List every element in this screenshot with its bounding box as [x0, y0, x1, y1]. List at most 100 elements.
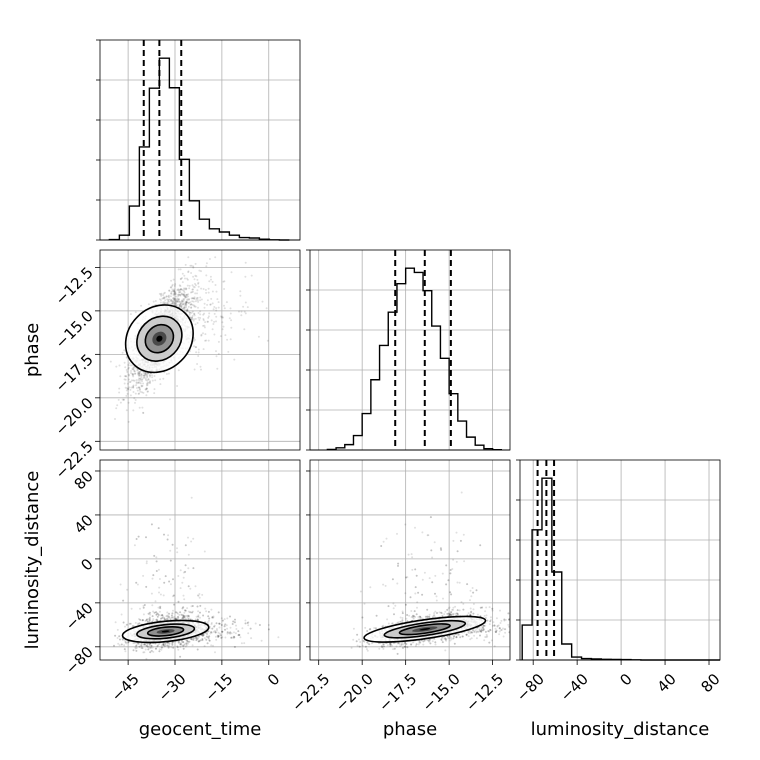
scatter-point — [177, 600, 180, 603]
scatter-point — [173, 302, 176, 304]
scatter-point — [164, 575, 167, 578]
scatter-point — [155, 556, 158, 559]
scatter-point — [232, 620, 235, 623]
scatter-point — [129, 364, 132, 367]
scatter-point — [113, 644, 115, 647]
scatter-point — [180, 288, 183, 291]
scatter-point — [207, 630, 210, 633]
scatter-point — [217, 635, 220, 638]
scatter-point — [234, 618, 236, 621]
scatter-point — [182, 647, 185, 650]
scatter-point — [177, 617, 179, 620]
scatter-point — [182, 641, 184, 643]
scatter-point — [191, 314, 194, 317]
scatter-point — [155, 560, 158, 563]
scatter-point — [146, 620, 149, 623]
scatter-point — [175, 295, 178, 298]
scatter-point — [189, 303, 192, 306]
scatter-point — [205, 610, 208, 613]
scatter-point — [143, 604, 146, 606]
scatter-point — [128, 381, 131, 384]
scatter-point — [146, 645, 149, 648]
scatter-point — [196, 363, 199, 365]
scatter-point — [170, 299, 173, 302]
scatter-point — [168, 580, 171, 583]
scatter-point — [230, 271, 233, 274]
scatter-point — [178, 613, 181, 616]
scatter-point — [177, 641, 180, 644]
scatter-point — [171, 616, 174, 619]
scatter-point — [175, 304, 178, 307]
scatter-point — [137, 371, 140, 374]
scatter-point — [211, 616, 214, 619]
scatter-point — [121, 638, 124, 641]
scatter-point — [169, 295, 172, 298]
scatter-point — [187, 310, 190, 313]
scatter-point — [229, 631, 232, 634]
scatter-point — [131, 373, 134, 376]
scatter-point — [215, 628, 218, 630]
scatter-point — [176, 289, 179, 291]
scatter-point — [187, 585, 190, 588]
scatter-point — [138, 386, 141, 389]
scatter-point — [217, 634, 220, 637]
scatter-point — [219, 634, 222, 637]
scatter-point — [127, 387, 130, 390]
scatter-point — [176, 304, 179, 306]
scatter-point — [165, 295, 168, 298]
scatter-point — [140, 373, 143, 376]
scatter-point — [138, 372, 141, 375]
scatter-point — [212, 308, 215, 311]
scatter-point — [225, 301, 228, 304]
scatter-point — [182, 615, 184, 618]
scatter-point — [171, 612, 174, 615]
scatter-point — [169, 583, 172, 586]
scatter-point — [177, 289, 180, 292]
scatter-point — [212, 616, 215, 619]
scatter-point — [240, 310, 243, 313]
scatter-point — [224, 623, 227, 626]
scatter-point — [192, 638, 195, 641]
scatter-point — [152, 574, 155, 577]
scatter-point — [197, 640, 200, 643]
scatter-point — [179, 642, 182, 645]
scatter-point — [198, 269, 201, 272]
scatter-point — [166, 302, 169, 305]
scatter-point — [162, 644, 165, 646]
scatter-point — [186, 640, 189, 643]
scatter-point — [159, 605, 162, 608]
scatter-point — [173, 618, 176, 621]
scatter-point — [177, 293, 180, 296]
scatter-point — [167, 615, 170, 618]
scatter-point — [132, 391, 135, 393]
scatter-point — [242, 305, 245, 308]
scatter-point — [176, 300, 179, 302]
scatter-point — [178, 300, 181, 303]
scatter-point — [243, 642, 246, 645]
scatter-point — [176, 646, 179, 649]
scatter-point — [131, 374, 134, 377]
scatter-point — [195, 351, 198, 354]
scatter-point — [157, 527, 160, 530]
scatter-point — [184, 277, 186, 280]
scatter-point — [174, 617, 177, 620]
scatter-point — [190, 637, 192, 640]
scatter-point — [234, 618, 236, 621]
scatter-point — [173, 293, 176, 296]
scatter-point — [195, 638, 198, 641]
scatter-point — [205, 262, 208, 265]
scatter-point — [183, 616, 186, 619]
scatter-point — [205, 635, 208, 638]
scatter-point — [118, 635, 121, 638]
scatter-point — [134, 392, 137, 395]
scatter-point — [180, 305, 183, 308]
scatter-point — [196, 618, 199, 621]
scatter-point — [244, 312, 247, 315]
scatter-point — [124, 625, 126, 628]
scatter-point — [212, 630, 215, 633]
scatter-point — [145, 562, 148, 565]
scatter-point — [153, 554, 156, 557]
scatter-point — [147, 618, 150, 620]
scatter-point — [168, 294, 170, 297]
scatter-point — [191, 284, 194, 287]
